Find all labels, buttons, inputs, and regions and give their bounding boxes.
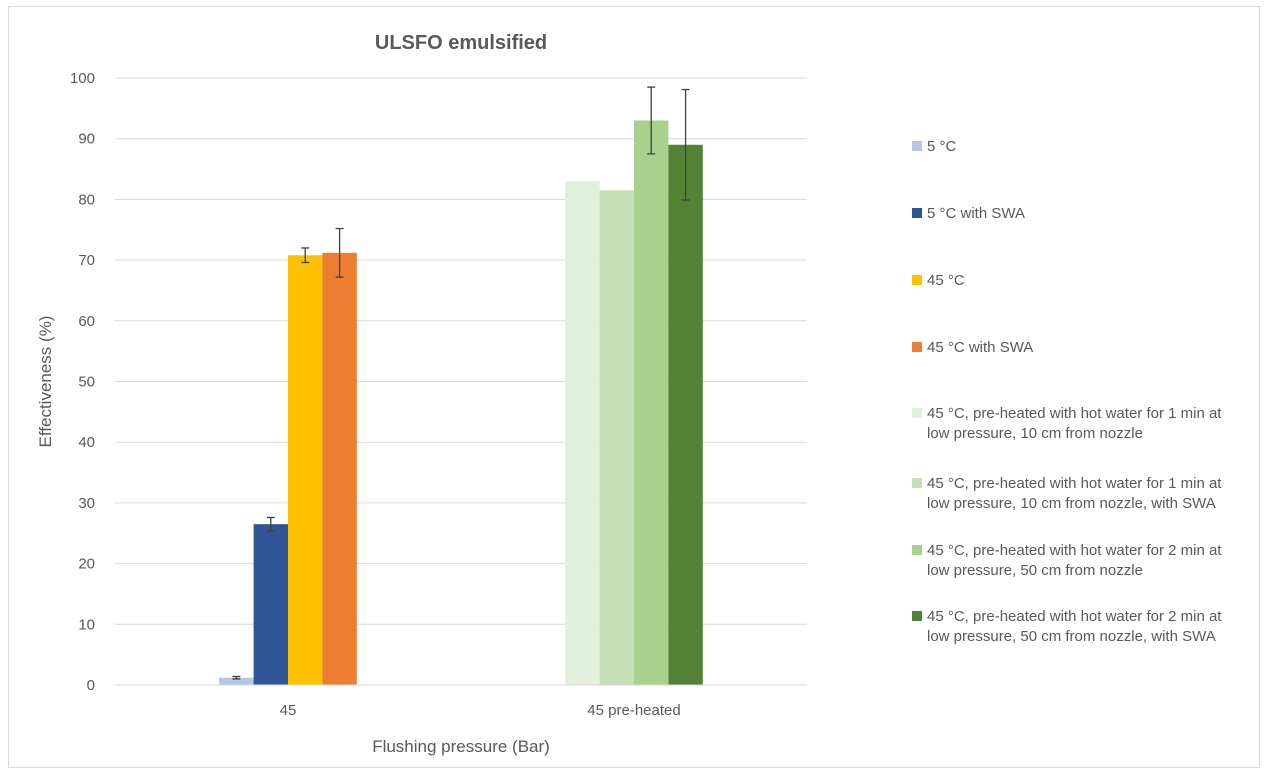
y-tick-label: 50 bbox=[78, 374, 95, 391]
y-axis-title: Effectiveness (%) bbox=[36, 316, 55, 448]
legend-swatch bbox=[912, 545, 922, 555]
legend-item: 45 °C, pre-heated with hot water for 2 m… bbox=[912, 607, 1247, 647]
y-tick-label: 0 bbox=[87, 677, 95, 694]
legend-item: 45 °C, pre-heated with hot water for 2 m… bbox=[912, 541, 1247, 581]
chart-svg: ULSFO emulsified 0 10 20 30 40 50 60 70 80 90 100 Ef… bbox=[36, 32, 807, 756]
y-tick-label: 30 bbox=[78, 495, 95, 512]
legend-label: 45 °C, pre-heated with hot water for 2 m… bbox=[927, 608, 1222, 645]
chart-title: ULSFO emulsified bbox=[375, 32, 547, 54]
legend-swatch bbox=[912, 208, 922, 218]
bar bbox=[322, 252, 357, 686]
legend-swatch bbox=[912, 141, 922, 151]
y-tick-label: 70 bbox=[78, 252, 95, 269]
legend-item: 45 °C bbox=[912, 271, 1247, 291]
bar bbox=[288, 255, 323, 685]
y-tick-label: 20 bbox=[78, 556, 95, 573]
legend-label: 45 °C with SWA bbox=[927, 339, 1034, 356]
legend-label: 5 °C with SWA bbox=[927, 205, 1025, 222]
y-tick-label: 10 bbox=[78, 616, 95, 633]
legend-item: 45 °C with SWA bbox=[912, 338, 1247, 358]
legend-swatch bbox=[912, 342, 922, 352]
legend-label: 45 °C bbox=[927, 272, 965, 289]
bar bbox=[599, 190, 634, 686]
y-tick-label: 60 bbox=[78, 313, 95, 330]
legend-swatch bbox=[912, 478, 922, 488]
x-tick-label: 45 bbox=[280, 702, 297, 719]
legend-item: 45 °C, pre-heated with hot water for 1 m… bbox=[912, 404, 1247, 444]
legend-label: 5 °C bbox=[927, 138, 957, 155]
legend-item: 45 °C, pre-heated with hot water for 1 m… bbox=[912, 474, 1247, 514]
legend-item: 5 °C with SWA bbox=[912, 204, 1247, 224]
legend-swatch bbox=[912, 611, 922, 621]
legend-item: 5 °C bbox=[912, 137, 1247, 157]
legend-label: 45 °C, pre-heated with hot water for 2 m… bbox=[927, 542, 1222, 579]
chart-frame: ULSFO emulsified 0 10 20 30 40 50 60 70 80 90 100 Ef… bbox=[8, 6, 1260, 768]
y-tick-label: 100 bbox=[70, 70, 95, 87]
legend-label: 45 °C, pre-heated with hot water for 1 m… bbox=[927, 405, 1222, 442]
y-tick-label: 80 bbox=[78, 191, 95, 208]
x-axis-title: Flushing pressure (Bar) bbox=[372, 737, 550, 756]
bar bbox=[634, 120, 669, 686]
legend-swatch bbox=[912, 408, 922, 418]
bar bbox=[253, 524, 288, 685]
y-tick-label: 40 bbox=[78, 434, 95, 451]
bar bbox=[219, 677, 254, 685]
x-tick-label: 45 pre-heated bbox=[587, 702, 680, 719]
bar bbox=[565, 181, 600, 685]
bar bbox=[668, 144, 703, 685]
legend-label: 45 °C, pre-heated with hot water for 1 m… bbox=[927, 475, 1222, 512]
y-tick-label: 90 bbox=[78, 131, 95, 148]
legend-swatch bbox=[912, 275, 922, 285]
